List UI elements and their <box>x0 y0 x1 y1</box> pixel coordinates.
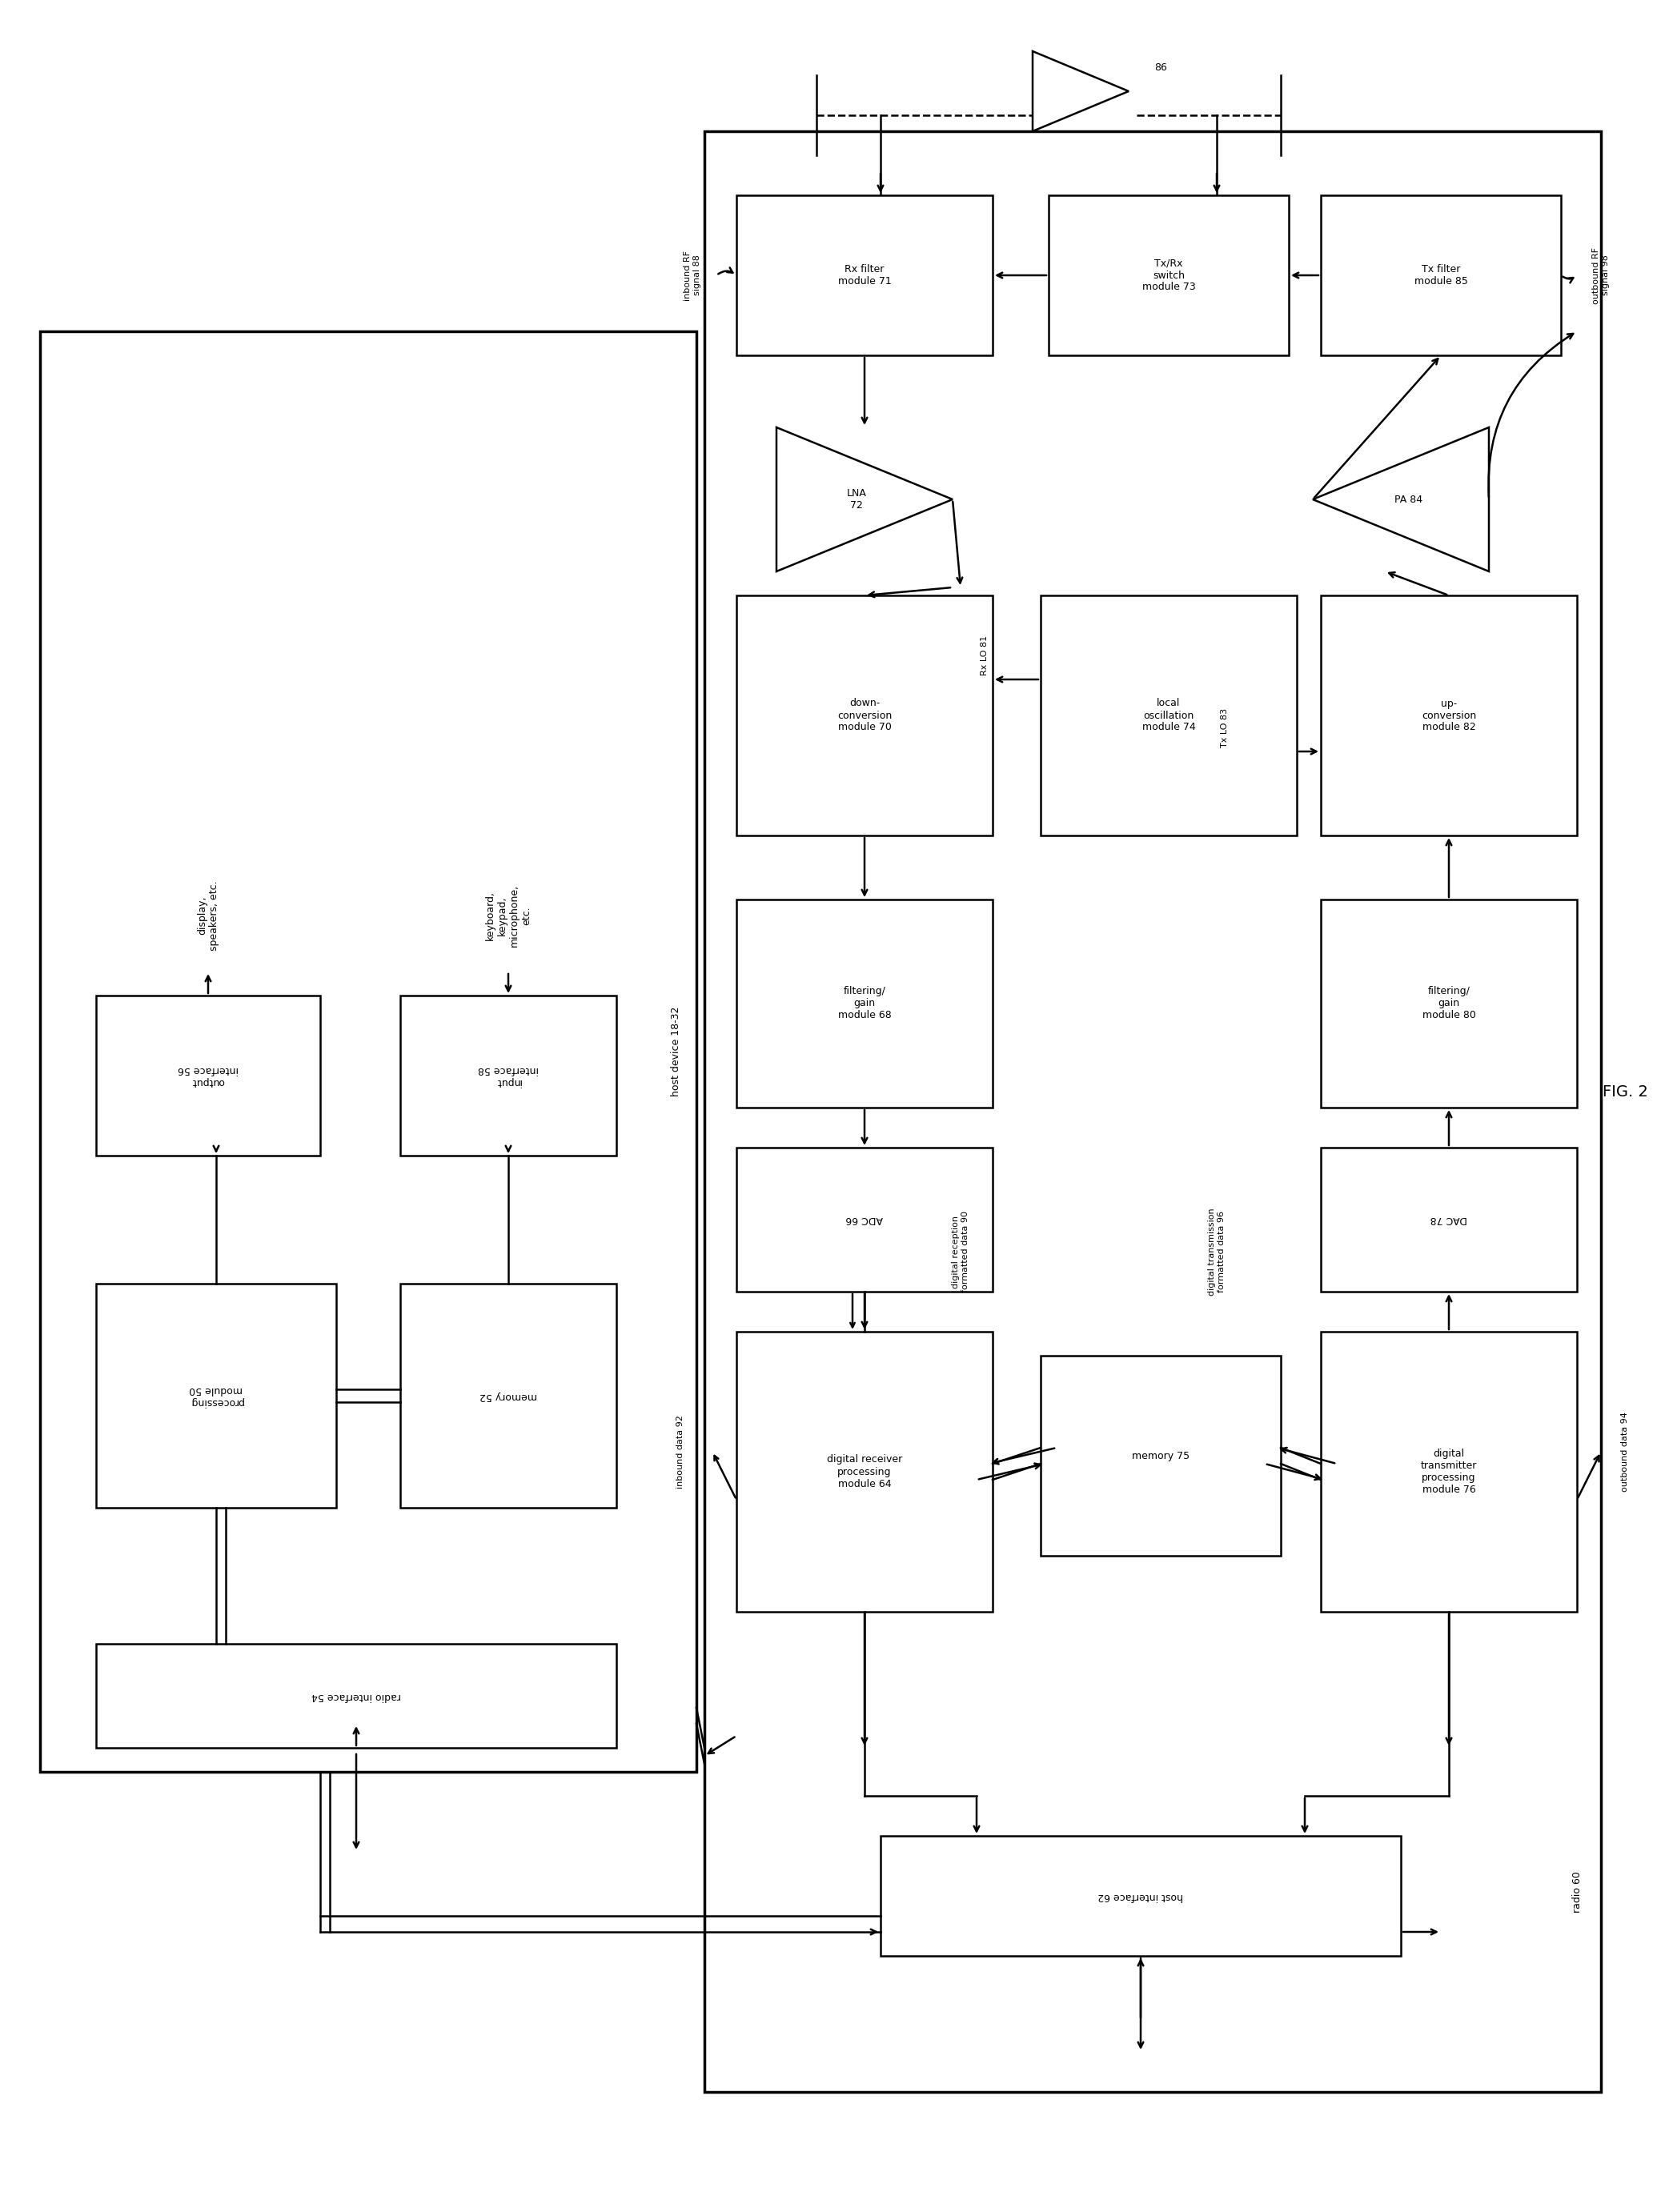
Text: DAC 78: DAC 78 <box>1430 1214 1467 1225</box>
Text: processing
module 50: processing module 50 <box>189 1385 244 1407</box>
Text: radio 60: radio 60 <box>1572 1871 1582 1913</box>
Bar <box>1320 595 1577 836</box>
Bar <box>1320 900 1577 1108</box>
Text: inbound data 92: inbound data 92 <box>676 1416 684 1489</box>
Text: filtering/
gain
module 80: filtering/ gain module 80 <box>1422 987 1475 1020</box>
Text: digital reception
formatted data 90: digital reception formatted data 90 <box>951 1210 970 1292</box>
Text: keyboard,
keypad,
microphone,
etc.: keyboard, keypad, microphone, etc. <box>486 885 531 947</box>
Bar <box>736 595 993 836</box>
Text: outbound data 94: outbound data 94 <box>1621 1411 1629 1491</box>
Bar <box>1320 195 1561 356</box>
Text: Tx filter
module 85: Tx filter module 85 <box>1414 263 1467 288</box>
Bar <box>1041 595 1297 836</box>
Text: outbound RF
signal 98: outbound RF signal 98 <box>1592 248 1609 303</box>
Text: FIG. 2: FIG. 2 <box>1602 1084 1647 1099</box>
Text: input
interface 58: input interface 58 <box>477 1064 539 1086</box>
Text: output
interface 56: output interface 56 <box>177 1064 239 1086</box>
Text: down-
conversion
module 70: down- conversion module 70 <box>838 699 891 732</box>
Text: ADC 66: ADC 66 <box>846 1214 883 1225</box>
Text: digital
transmitter
processing
module 76: digital transmitter processing module 76 <box>1420 1449 1477 1495</box>
Bar <box>401 1283 616 1509</box>
Bar <box>1320 1148 1577 1292</box>
Text: Tx/Rx
switch
module 73: Tx/Rx switch module 73 <box>1142 259 1195 292</box>
Text: digital transmission
formatted data 96: digital transmission formatted data 96 <box>1208 1208 1225 1296</box>
Text: filtering/
gain
module 68: filtering/ gain module 68 <box>838 987 891 1020</box>
Bar <box>736 900 993 1108</box>
Text: host device 18-32: host device 18-32 <box>671 1006 681 1097</box>
Bar <box>97 1283 335 1509</box>
Text: LNA
72: LNA 72 <box>846 489 866 511</box>
Text: display,
speakers, etc.: display, speakers, etc. <box>197 880 219 951</box>
Text: inbound RF
signal 88: inbound RF signal 88 <box>684 250 701 301</box>
Text: memory 52: memory 52 <box>479 1391 537 1400</box>
Bar <box>1041 1356 1280 1555</box>
Text: host interface 62: host interface 62 <box>1098 1891 1183 1900</box>
Bar <box>401 995 616 1155</box>
Bar <box>40 332 696 1772</box>
Polygon shape <box>1033 51 1128 131</box>
Text: Rx filter
module 71: Rx filter module 71 <box>838 263 891 288</box>
Polygon shape <box>776 427 953 571</box>
Bar <box>97 1644 616 1747</box>
Text: radio interface 54: radio interface 54 <box>312 1690 401 1701</box>
Polygon shape <box>1314 427 1489 571</box>
Bar <box>881 1836 1400 1955</box>
Text: 86: 86 <box>1155 62 1167 73</box>
Bar <box>736 1332 993 1613</box>
Bar <box>1048 195 1288 356</box>
Bar <box>97 995 320 1155</box>
Text: Rx LO 81: Rx LO 81 <box>981 635 988 675</box>
Text: digital receiver
processing
module 64: digital receiver processing module 64 <box>826 1455 903 1489</box>
Bar <box>736 195 993 356</box>
Text: up-
conversion
module 82: up- conversion module 82 <box>1422 699 1475 732</box>
Text: memory 75: memory 75 <box>1132 1451 1190 1460</box>
Bar <box>1320 1332 1577 1613</box>
Text: PA 84: PA 84 <box>1395 493 1424 504</box>
Bar <box>736 1148 993 1292</box>
Bar <box>704 131 1601 2093</box>
Text: Tx LO 83: Tx LO 83 <box>1220 708 1228 748</box>
Text: local
oscillation
module 74: local oscillation module 74 <box>1142 699 1195 732</box>
